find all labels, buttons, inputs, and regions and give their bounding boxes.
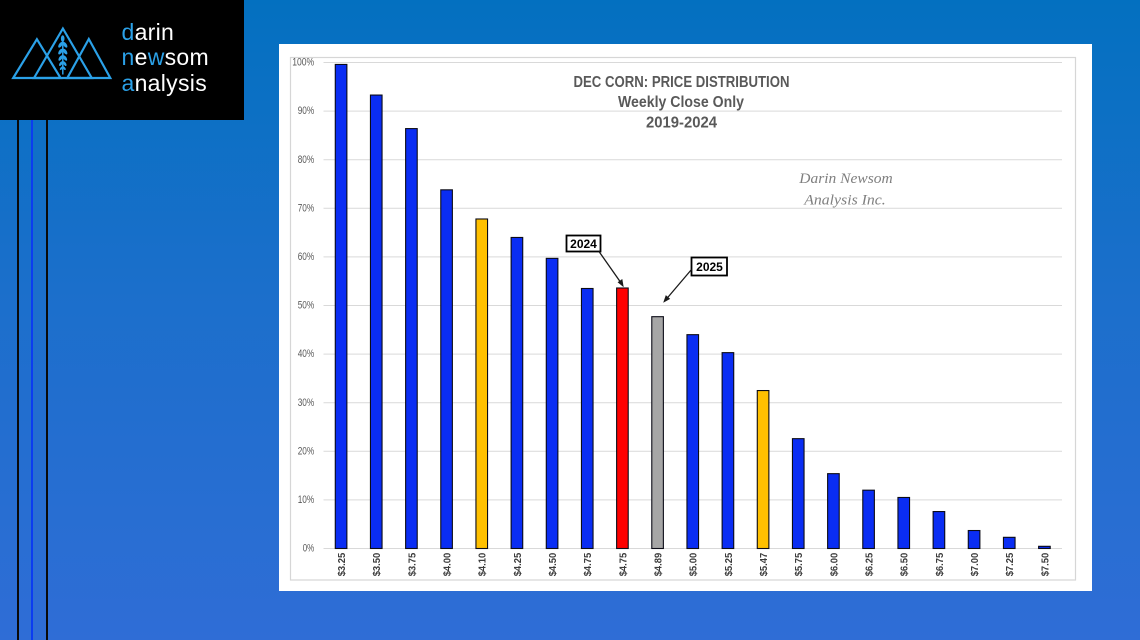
svg-text:$3.25: $3.25 xyxy=(336,553,348,577)
svg-text:$4.25: $4.25 xyxy=(512,553,524,577)
svg-text:$5.00: $5.00 xyxy=(688,553,700,577)
svg-text:90%: 90% xyxy=(298,105,315,117)
svg-text:$7.50: $7.50 xyxy=(1039,553,1051,577)
svg-text:$6.00: $6.00 xyxy=(828,553,840,577)
svg-text:60%: 60% xyxy=(298,251,315,263)
svg-text:$4.10: $4.10 xyxy=(477,553,489,577)
svg-text:$6.75: $6.75 xyxy=(934,553,946,577)
svg-text:0%: 0% xyxy=(303,543,315,555)
svg-text:$3.75: $3.75 xyxy=(406,553,418,577)
svg-text:$6.25: $6.25 xyxy=(864,553,876,577)
svg-text:70%: 70% xyxy=(298,202,315,214)
svg-text:DEC CORN: PRICE DISTRIBUTION: DEC CORN: PRICE DISTRIBUTION xyxy=(574,74,790,91)
svg-text:$4.75: $4.75 xyxy=(582,553,594,577)
svg-text:80%: 80% xyxy=(298,154,315,166)
svg-text:2019-2024: 2019-2024 xyxy=(646,115,717,132)
svg-text:Darin Newsom: Darin Newsom xyxy=(798,171,893,187)
svg-text:10%: 10% xyxy=(298,494,315,506)
svg-text:$4.75: $4.75 xyxy=(617,553,629,577)
svg-text:$7.25: $7.25 xyxy=(1004,553,1016,577)
svg-text:100%: 100% xyxy=(292,57,314,69)
svg-text:$5.25: $5.25 xyxy=(723,553,735,577)
svg-text:$4.89: $4.89 xyxy=(653,553,665,577)
svg-text:$5.75: $5.75 xyxy=(793,553,805,577)
svg-text:$4.50: $4.50 xyxy=(547,553,559,577)
svg-text:$5.47: $5.47 xyxy=(758,553,770,577)
svg-text:Weekly Close Only: Weekly Close Only xyxy=(618,94,744,111)
svg-text:20%: 20% xyxy=(298,445,315,457)
svg-text:$3.50: $3.50 xyxy=(371,553,383,577)
svg-text:30%: 30% xyxy=(298,397,315,409)
svg-text:40%: 40% xyxy=(298,348,315,360)
svg-text:2025: 2025 xyxy=(696,260,723,274)
svg-text:$7.00: $7.00 xyxy=(969,553,981,577)
svg-text:2024: 2024 xyxy=(570,237,597,251)
svg-text:50%: 50% xyxy=(298,300,315,312)
svg-text:$4.00: $4.00 xyxy=(442,553,454,577)
svg-text:$6.50: $6.50 xyxy=(899,553,911,577)
svg-text:Analysis Inc.: Analysis Inc. xyxy=(803,193,886,209)
